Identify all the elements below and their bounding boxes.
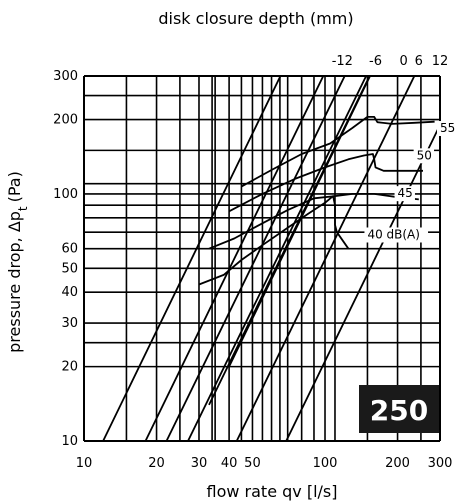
- curve-label: 50: [417, 148, 432, 162]
- sound-curve: [198, 195, 350, 286]
- x-tick-label: 30: [191, 456, 208, 471]
- x-tick-label: 10: [76, 456, 93, 471]
- sound-curve: [208, 193, 419, 250]
- closure-line: [285, 124, 440, 441]
- tick-labels: 10 20 30 40 50 100 200 300 10 20 30 40 50 60 100 200 300…: [53, 54, 452, 471]
- y-axis-title: pressure drop, Δpt (Pa): [5, 171, 30, 353]
- sound-curves: [198, 116, 435, 286]
- x2-axis-title: disk closure depth (mm): [158, 9, 353, 28]
- closure-line: [165, 76, 346, 441]
- sound-curve: [240, 116, 435, 188]
- y-tick-label: 300: [53, 69, 78, 84]
- closure-line: [187, 76, 368, 441]
- x-tick-label: 300: [428, 456, 453, 471]
- x2-tick-label: 12: [432, 54, 449, 69]
- x2-tick-label: 0: [400, 54, 408, 69]
- closure-line: [228, 76, 372, 367]
- curve-label-bg: [437, 121, 458, 137]
- y-tick-label: 200: [53, 113, 78, 128]
- x2-tick-label: -12: [332, 54, 353, 69]
- closure-line: [144, 76, 325, 441]
- curve-label-bg: [413, 148, 435, 164]
- curve-labels: 40 dB(A) 45 50 55: [364, 121, 458, 243]
- y-axis-title-unit: (Pa): [5, 171, 24, 202]
- curve-label: 55: [440, 121, 455, 135]
- y-tick-label: 10: [61, 434, 78, 449]
- x-tick-label: 100: [313, 456, 338, 471]
- curve-label: 45: [398, 186, 413, 200]
- closure-line: [102, 76, 282, 441]
- y-tick-label: 20: [61, 360, 78, 375]
- closure-line: [235, 76, 416, 441]
- x-tick-label: 20: [148, 456, 165, 471]
- x-tick-label: 40: [221, 456, 238, 471]
- size-badge-text: 250: [370, 394, 428, 427]
- size-badge-box: [359, 385, 439, 433]
- y-tick-label: 100: [53, 187, 78, 202]
- size-badge: 250: [359, 385, 439, 433]
- y-axis-title-main: pressure drop, Δp: [5, 211, 24, 353]
- y-tick-label: 60: [61, 242, 78, 257]
- x2-tick-label: 6: [415, 54, 423, 69]
- y-axis-title-sub: t: [16, 206, 30, 211]
- y-tick-label: 50: [61, 261, 78, 276]
- curve-label-bg: [364, 227, 429, 243]
- y-tick-label: 30: [61, 316, 78, 331]
- curve-label: 40 dB(A): [367, 227, 420, 241]
- x2-tick-label: -6: [369, 54, 382, 69]
- y-tick-label: 40: [61, 285, 78, 300]
- sound-curve: [228, 153, 423, 213]
- x-tick-label: 200: [385, 456, 410, 471]
- grid-layer: [83, 75, 441, 442]
- x-tick-label: 50: [244, 456, 261, 471]
- curve-label-bg: [394, 186, 415, 202]
- x-axis-title: flow rate qv [l/s]: [207, 482, 338, 501]
